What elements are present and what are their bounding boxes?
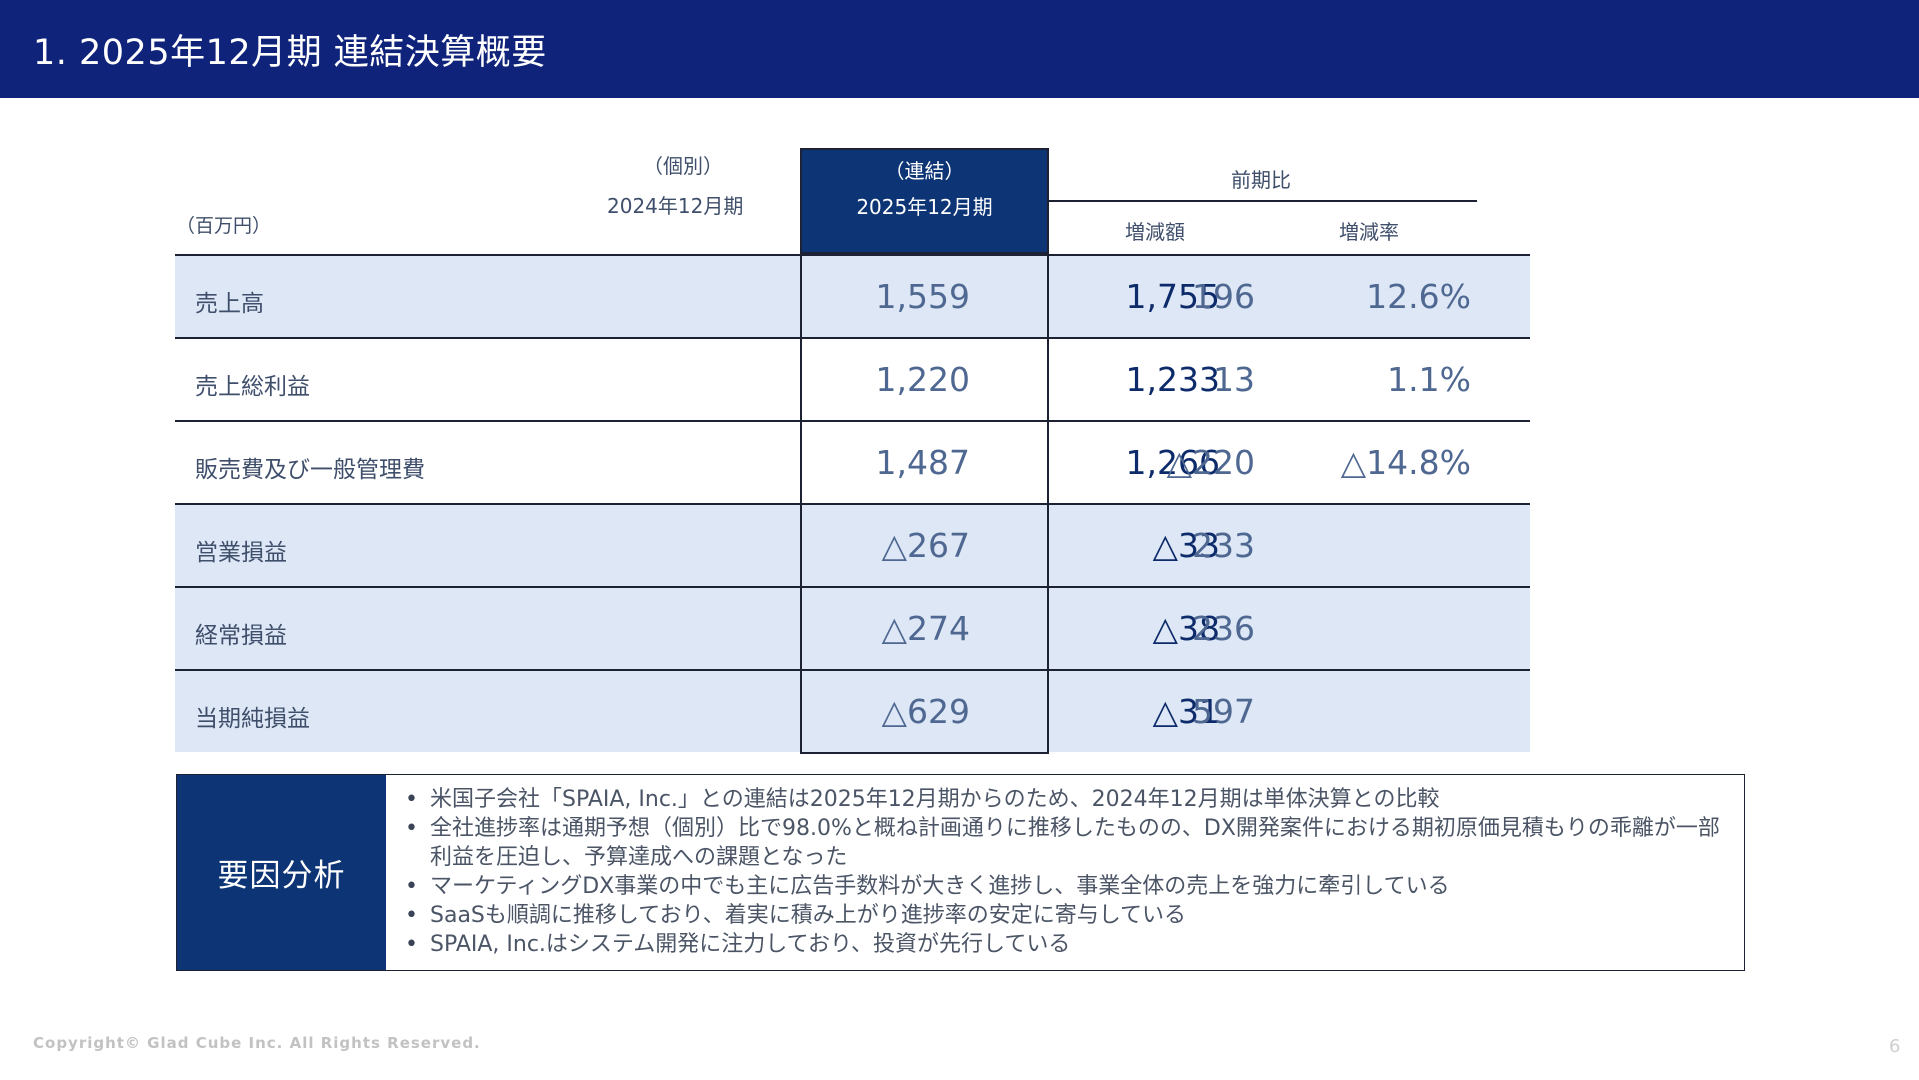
prev-value: △267 [881,526,970,565]
table-row: 当期純損益 △629 △31 597 [175,669,1530,752]
rate-value: △14.8% [1340,443,1471,482]
row-label: 当期純損益 [195,706,310,732]
cur-value: 1,755 [1125,277,1220,316]
prev-value: 1,220 [875,360,970,399]
compare-label: 前期比 [1231,168,1291,192]
diff-value: 196 [1192,277,1255,316]
row-label: 営業損益 [195,540,287,566]
page-number: 6 [1889,1036,1901,1057]
list-item: SaaSも順調に推移しており、着実に積み上がり進捗率の安定に寄与している [399,901,1734,930]
cur-period-label: 2025年12月期 [856,195,993,219]
row-label: 経常損益 [195,623,287,649]
list-item: SPAIA, Inc.はシステム開発に注力しており、投資が先行している [399,930,1734,959]
cur-value: △31 [1152,692,1220,731]
table-row: 売上高 1,559 1,755 196 12.6% [175,254,1530,337]
cur-kind-label: （連結） [884,159,965,183]
page-title: 1. 2025年12月期 連結決算概要 [33,33,547,73]
prev-value: △629 [881,692,970,731]
diff-value: △220 [1166,443,1255,482]
table-row: 販売費及び一般管理費 1,487 1,266 △220 △14.8% [175,420,1530,503]
cur-value: △38 [1152,609,1220,648]
prev-period-label: 2024年12月期 [607,194,744,218]
diff-value: 13 [1213,360,1255,399]
row-label: 売上高 [195,291,264,317]
rate-value: 1.1% [1387,360,1471,399]
financial-table: 売上高 1,559 1,755 196 12.6% 売上総利益 1,220 1,… [175,254,1530,752]
prev-value: △274 [881,609,970,648]
prev-value: 1,487 [875,443,970,482]
table-row: 経常損益 △274 △38 236 [175,586,1530,669]
unit-label: （百万円） [176,215,272,237]
list-item: 米国子会社「SPAIA, Inc.」との連結は2025年12月期からのため、20… [399,785,1734,814]
diff-value: 597 [1192,692,1255,731]
factor-label: 要因分析 [177,775,386,970]
prev-value: 1,559 [875,277,970,316]
row-label: 売上総利益 [195,374,310,400]
cur-value: △33 [1152,526,1220,565]
factor-analysis-box: 要因分析 米国子会社「SPAIA, Inc.」との連結は2025年12月期からの… [176,774,1745,971]
factor-list: 米国子会社「SPAIA, Inc.」との連結は2025年12月期からのため、20… [399,785,1734,959]
rate-value: 12.6% [1366,277,1471,316]
table-row: 売上総利益 1,220 1,233 13 1.1% [175,337,1530,420]
diff-value: 236 [1192,609,1255,648]
cur-value: 1,266 [1125,443,1220,482]
prev-kind-label: （個別） [643,154,723,178]
compare-divider [1049,200,1477,202]
list-item: マーケティングDX事業の中でも主に広告手数料が大きく進捗し、事業全体の売上を強力… [399,872,1734,901]
list-item: 全社進捗率は通期予想（個別）比で98.0%と概ね計画通りに推移したものの、DX開… [399,814,1734,872]
current-column-header: （連結） 2025年12月期 [800,148,1049,254]
diff-header: 増減額 [1125,220,1185,244]
row-label: 販売費及び一般管理費 [195,457,425,483]
table-row: 営業損益 △267 △33 233 [175,503,1530,586]
copyright: Copyright© Glad Cube Inc. All Rights Res… [33,1034,481,1052]
diff-value: 233 [1192,526,1255,565]
rate-header: 増減率 [1339,220,1399,244]
header-bar: 1. 2025年12月期 連結決算概要 [0,0,1919,98]
cur-value: 1,233 [1125,360,1220,399]
